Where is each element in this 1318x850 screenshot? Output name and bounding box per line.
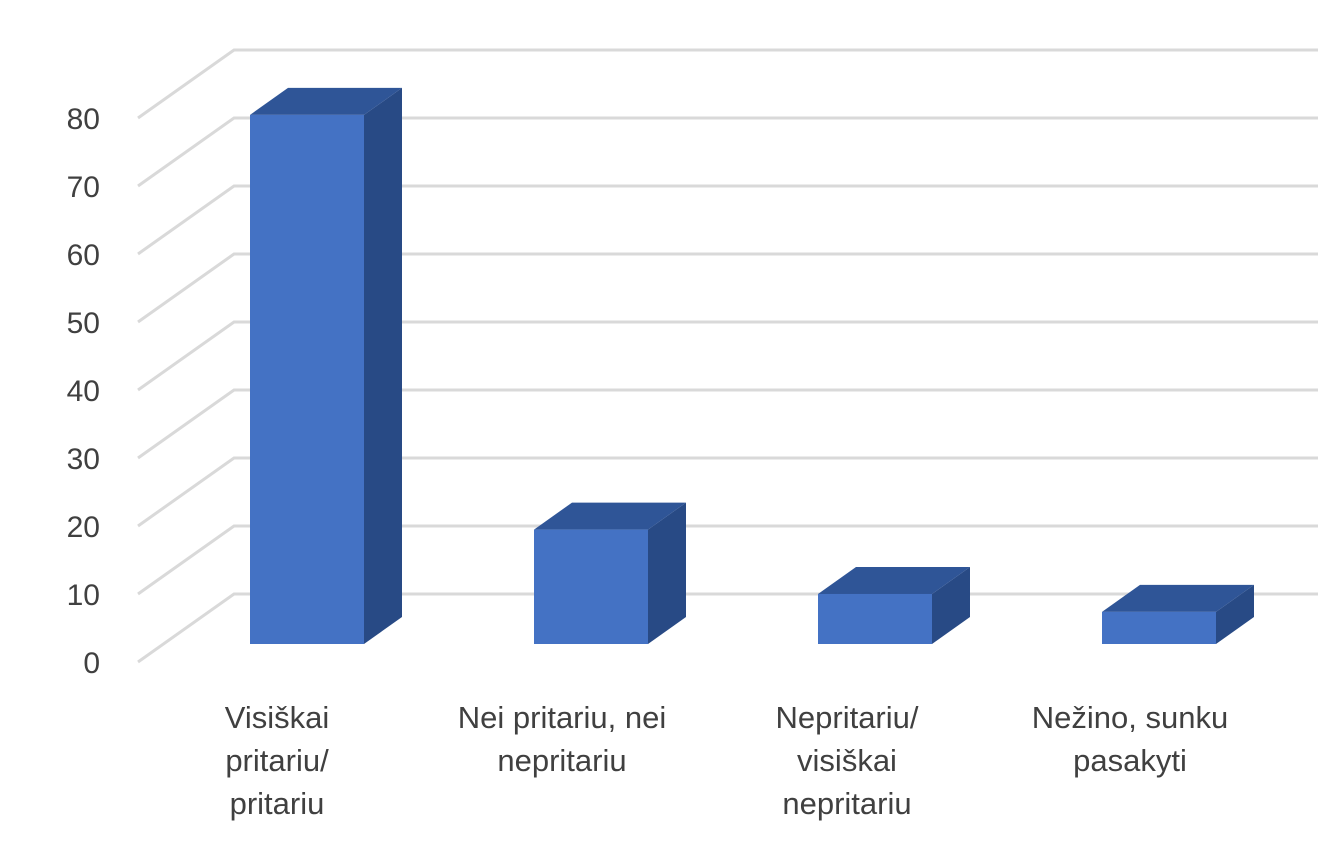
bar-top xyxy=(250,87,402,115)
x-category-label-4: Nežino, sunku pasakyti xyxy=(1031,700,1229,778)
gridline-10 xyxy=(137,524,1318,596)
gridline-30 xyxy=(137,388,1318,460)
y-tick-label-80: 80 xyxy=(67,103,100,136)
gridlines xyxy=(137,48,1318,664)
x-category-label-1: Visiškai pritariu/ pritariu xyxy=(224,700,330,821)
x-category-label-2: Nei pritariu, nei nepritariu xyxy=(457,700,667,778)
y-axis-ticks: 0 10 20 30 40 50 60 70 80 xyxy=(67,103,100,680)
bar-1 xyxy=(250,87,402,644)
y-tick-label-30: 30 xyxy=(67,443,100,476)
y-tick-label-50: 50 xyxy=(67,307,100,340)
bar-front xyxy=(534,529,648,644)
bar-side xyxy=(1216,584,1254,644)
gridline-80 xyxy=(137,48,1318,120)
bar-side xyxy=(364,87,402,644)
y-tick-label-70: 70 xyxy=(67,171,100,204)
y-tick-label-20: 20 xyxy=(67,511,100,544)
bar-side xyxy=(648,502,686,644)
bar-4 xyxy=(1102,584,1254,644)
bar-front xyxy=(818,593,932,644)
bars xyxy=(250,87,1254,644)
gridline-60 xyxy=(137,184,1318,256)
bar-side xyxy=(932,566,970,644)
gridline-70 xyxy=(137,116,1318,188)
gridline-20 xyxy=(137,456,1318,528)
bar-front xyxy=(1102,611,1216,644)
y-tick-label-0: 0 xyxy=(83,647,100,680)
bar-top xyxy=(534,502,686,530)
gridline-50 xyxy=(137,252,1318,324)
bar-3 xyxy=(818,566,970,644)
bar-front xyxy=(250,114,364,644)
y-tick-label-10: 10 xyxy=(67,579,100,612)
bar-top xyxy=(818,566,970,594)
bar-2 xyxy=(534,502,686,644)
x-category-label-3: Nepritariu/ visiškai nepritariu xyxy=(775,700,919,821)
gridline-40 xyxy=(137,320,1318,392)
y-tick-label-60: 60 xyxy=(67,239,100,272)
bar-top xyxy=(1102,584,1254,612)
y-tick-label-40: 40 xyxy=(67,375,100,408)
